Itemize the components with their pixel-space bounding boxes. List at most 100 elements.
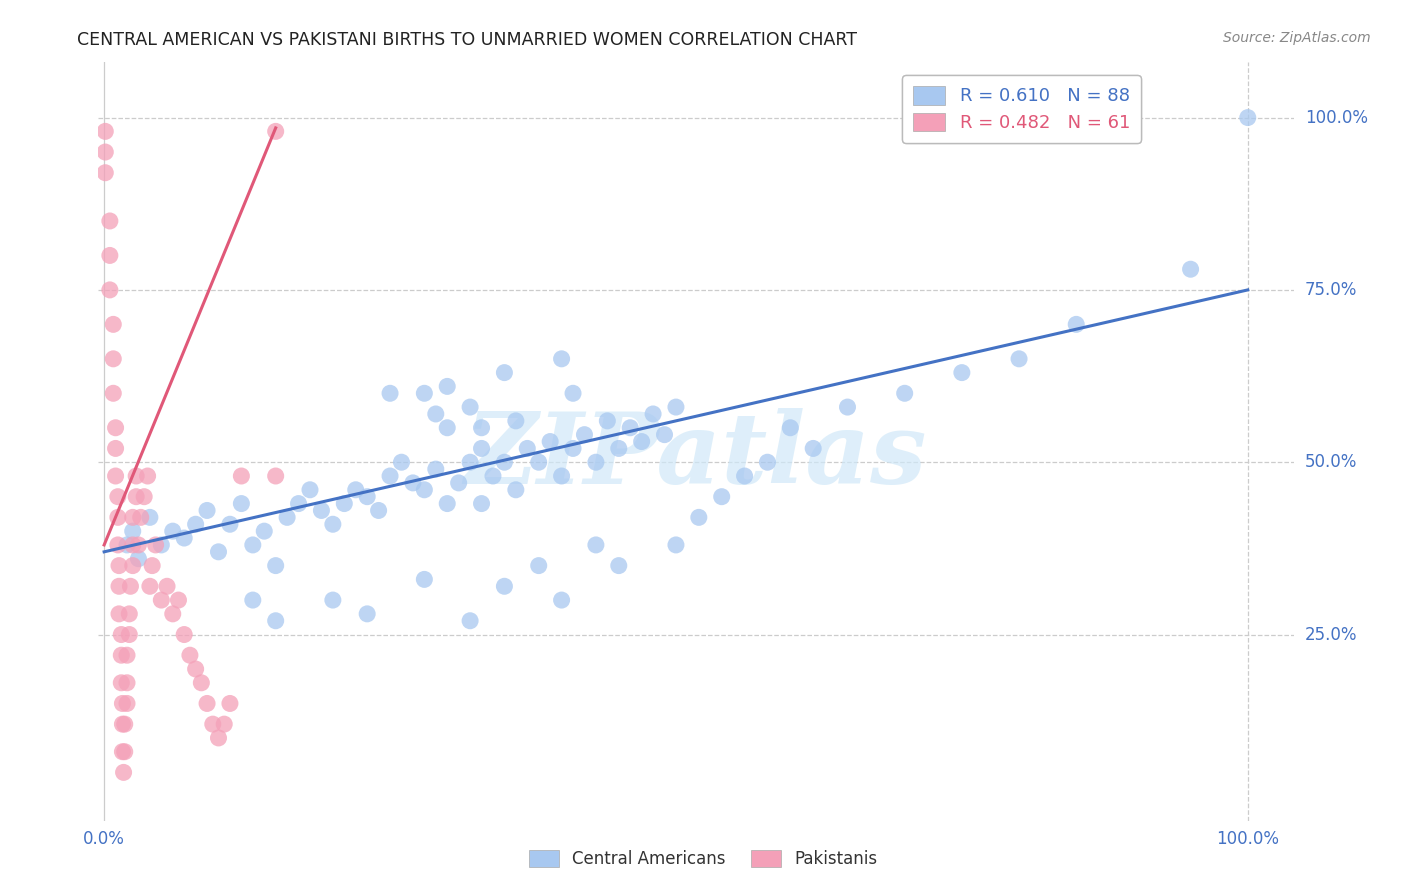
Point [1008, 351, 1031, 366]
Point [470, 442, 492, 456]
Point [550, 351, 572, 366]
Point [141, 558, 163, 573]
Point [145, 538, 167, 552]
Point [264, 614, 287, 628]
Point [550, 593, 572, 607]
Point [494, 579, 516, 593]
Point [391, 455, 413, 469]
Point [596, 414, 619, 428]
Point [665, 538, 688, 552]
Text: 50.0%: 50.0% [1305, 453, 1357, 471]
Point [1180, 262, 1202, 277]
Point [121, 538, 143, 552]
Point [436, 379, 458, 393]
Point [103, 351, 125, 366]
Point [115, 675, 138, 690]
Point [641, 407, 664, 421]
Point [110, 648, 132, 663]
Point [801, 442, 824, 456]
Point [156, 579, 179, 593]
Point [893, 386, 915, 401]
Point [494, 366, 516, 380]
Point [710, 490, 733, 504]
Point [219, 517, 242, 532]
Point [516, 442, 538, 456]
Point [103, 318, 125, 332]
Point [607, 558, 630, 573]
Point [367, 503, 389, 517]
Point [184, 662, 207, 676]
Point [104, 421, 127, 435]
Point [413, 386, 436, 401]
Point [356, 607, 378, 621]
Point [344, 483, 367, 497]
Point [121, 558, 143, 573]
Point [107, 510, 129, 524]
Point [425, 462, 447, 476]
Point [654, 427, 676, 442]
Point [134, 490, 156, 504]
Point [104, 469, 127, 483]
Point [413, 483, 436, 497]
Point [264, 558, 287, 573]
Point [112, 765, 135, 780]
Legend: Central Americans, Pakistanis: Central Americans, Pakistanis [522, 843, 884, 875]
Point [470, 421, 492, 435]
Point [505, 414, 527, 428]
Point [734, 469, 756, 483]
Point [127, 551, 149, 566]
Point [242, 538, 264, 552]
Legend: R = 0.610   N = 88, R = 0.482   N = 61: R = 0.610 N = 88, R = 0.482 N = 61 [903, 75, 1142, 143]
Point [120, 579, 142, 593]
Point [94, 124, 117, 138]
Point [173, 627, 195, 641]
Point [150, 593, 173, 607]
Point [550, 469, 572, 483]
Point [665, 400, 688, 414]
Point [402, 475, 425, 490]
Point [950, 366, 973, 380]
Point [231, 497, 253, 511]
Point [837, 400, 859, 414]
Point [98, 248, 121, 262]
Point [127, 538, 149, 552]
Point [458, 614, 481, 628]
Point [115, 697, 138, 711]
Point [413, 573, 436, 587]
Point [494, 455, 516, 469]
Point [562, 442, 585, 456]
Point [173, 531, 195, 545]
Point [125, 469, 148, 483]
Point [111, 697, 134, 711]
Point [322, 593, 344, 607]
Point [527, 558, 550, 573]
Text: 75.0%: 75.0% [1305, 281, 1357, 299]
Point [115, 648, 138, 663]
Point [219, 697, 242, 711]
Point [207, 545, 229, 559]
Point [103, 386, 125, 401]
Point [111, 717, 134, 731]
Point [562, 386, 585, 401]
Text: Source: ZipAtlas.com: Source: ZipAtlas.com [1223, 31, 1371, 45]
Point [195, 697, 218, 711]
Point [150, 538, 173, 552]
Point [110, 627, 132, 641]
Point [94, 145, 117, 159]
Point [195, 503, 218, 517]
Point [162, 607, 184, 621]
Point [1064, 318, 1087, 332]
Point [98, 283, 121, 297]
Point [436, 421, 458, 435]
Point [1236, 111, 1258, 125]
Point [756, 455, 779, 469]
Point [688, 510, 710, 524]
Point [607, 442, 630, 456]
Point [114, 745, 136, 759]
Text: ZIPatlas: ZIPatlas [465, 409, 927, 505]
Point [619, 421, 641, 435]
Point [179, 648, 201, 663]
Point [505, 483, 527, 497]
Point [264, 469, 287, 483]
Point [447, 475, 470, 490]
